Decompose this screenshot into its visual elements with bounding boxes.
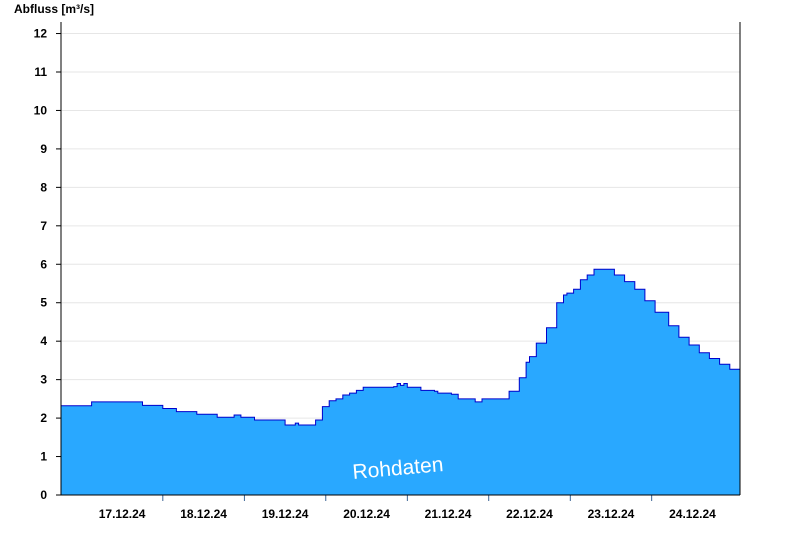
y-tick-label: 10: [34, 103, 48, 117]
day-dividers: [162, 495, 653, 501]
x-tick-label: 18.12.24: [180, 507, 227, 521]
y-tick-label: 11: [34, 65, 47, 79]
axes: [60, 22, 741, 496]
y-tick-label: 2: [40, 411, 47, 425]
x-tick-label: 22.12.24: [506, 507, 553, 521]
y-tick-label: 1: [40, 450, 47, 464]
series-line: [61, 268, 741, 426]
y-tick-label: 5: [40, 296, 47, 310]
x-ticks: 17.12.24 18.12.24 19.12.24 20.12.24 21.12.24…: [99, 507, 716, 521]
y-tick-label: 9: [40, 142, 47, 156]
series-area: [61, 269, 740, 495]
y-tick-label: 4: [40, 334, 47, 348]
x-tick-label: 17.12.24: [99, 507, 146, 521]
x-tick-label: 23.12.24: [588, 507, 635, 521]
y-tick-label: 8: [40, 180, 47, 194]
x-tick-label: 21.12.24: [425, 507, 472, 521]
y-tick-label: 7: [40, 219, 47, 233]
x-tick-label: 19.12.24: [262, 507, 309, 521]
y-axis-label: Abfluss [m³/s]: [14, 2, 94, 16]
x-tick-label: 20.12.24: [343, 507, 390, 521]
x-tick-label: 24.12.24: [669, 507, 716, 521]
y-tick-label: 6: [40, 257, 47, 271]
series-layer: [61, 268, 741, 495]
y-tick-label: 12: [34, 27, 48, 41]
y-tick-label: 0: [40, 488, 47, 502]
y-tick-label: 3: [40, 373, 47, 387]
